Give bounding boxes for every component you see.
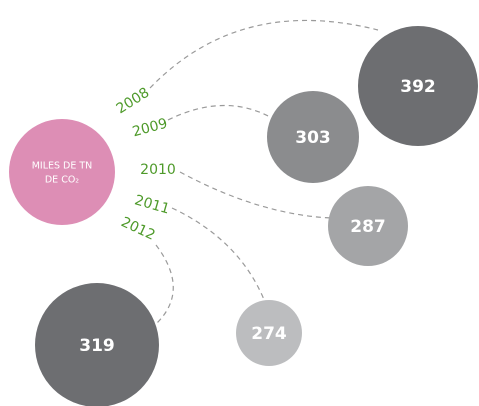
year-label: 2012 bbox=[118, 214, 157, 244]
center-label: MILES DE TN bbox=[32, 161, 93, 172]
connector bbox=[179, 171, 333, 219]
center-label: DE CO₂ bbox=[45, 175, 79, 186]
connector bbox=[167, 104, 273, 121]
connector bbox=[171, 207, 266, 303]
bubble bbox=[236, 300, 302, 366]
value-label: 303 bbox=[295, 128, 331, 148]
bubble bbox=[328, 186, 408, 266]
value-label: 274 bbox=[251, 324, 287, 344]
connector bbox=[149, 19, 379, 89]
value-label: 392 bbox=[400, 77, 436, 97]
year-label: 2010 bbox=[140, 162, 176, 178]
value-label: 287 bbox=[350, 217, 386, 237]
value-label: 319 bbox=[79, 336, 115, 356]
bubble bbox=[358, 26, 478, 146]
year-label: 2011 bbox=[133, 192, 172, 217]
center-bubble bbox=[9, 119, 115, 225]
bubble bbox=[267, 91, 359, 183]
connector bbox=[155, 244, 174, 324]
year-label: 2008 bbox=[114, 85, 153, 117]
bubble bbox=[35, 283, 159, 406]
year-label: 2009 bbox=[131, 116, 170, 141]
